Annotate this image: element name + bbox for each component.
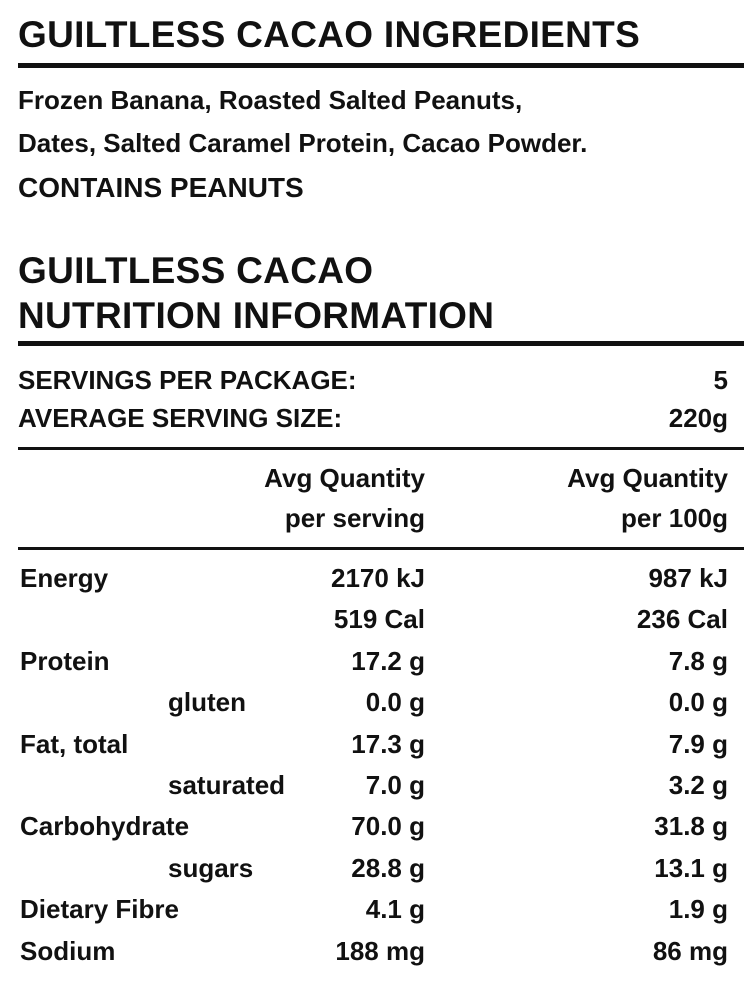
servings-label: AVERAGE SERVING SIZE: [18, 403, 343, 433]
per-serving-value: 17.3 g [351, 728, 425, 759]
nutrition-title: NUTRITION INFORMATION [18, 295, 495, 336]
per-100g-value: 0.0 g [668, 687, 728, 718]
nutrient-label: Protein [20, 645, 110, 676]
per-serving-value: 2170 kJ [331, 563, 425, 593]
per-serving-value: 0.0 g [365, 687, 425, 718]
per-serving-value: 4.1 g [365, 894, 425, 925]
column-header: Avg Quantity [567, 463, 728, 493]
allergen: CONTAINS PEANUTS [18, 172, 304, 203]
nutrient-sublabel: gluten [168, 687, 246, 718]
servings-value: 220g [668, 403, 728, 433]
per-serving-value: 28.8 g [351, 852, 425, 883]
per-serving-value: 188 mg [335, 935, 425, 966]
per-serving-value: 7.0 g [365, 770, 425, 800]
per-100g-value: 1.9 g [668, 894, 728, 925]
ingredients-title: GUILTLESS CACAO INGREDIENTS [18, 14, 641, 55]
per-100g-value: 236 Cal [636, 604, 728, 635]
nutrient-label: Carbohydrate [20, 811, 190, 842]
per-serving-value: 17.2 g [351, 645, 425, 676]
per-100g-value: 7.8 g [668, 645, 728, 676]
per-100g-value: 31.8 g [654, 811, 728, 842]
nutrient-label: Dietary Fibre [20, 894, 179, 925]
rule [18, 447, 744, 450]
nutrient-label: Energy [20, 563, 109, 593]
per-100g-value: 86 mg [652, 935, 728, 966]
per-serving-value: 70.0 g [351, 811, 425, 842]
servings-value: 5 [713, 365, 728, 395]
per-serving-value: 519 Cal [333, 604, 425, 635]
per-100g-value: 3.2 g [668, 770, 728, 800]
rule [18, 547, 744, 550]
nutrient-label: Fat, total [20, 728, 129, 759]
column-header: Avg Quantity [264, 463, 425, 493]
per-100g-value: 13.1 g [654, 852, 728, 883]
nutrient-sublabel: sugars [168, 852, 254, 883]
nutrient-sublabel: saturated [168, 770, 286, 800]
nutrition-title: GUILTLESS CACAO [18, 250, 374, 291]
nutrient-label: Sodium [20, 935, 116, 966]
per-100g-value: 987 kJ [648, 563, 728, 593]
rule [18, 63, 744, 68]
servings-label: SERVINGS PER PACKAGE: [18, 365, 357, 395]
ingredients-line: Dates, Salted Caramel Protein, Cacao Pow… [18, 128, 588, 158]
rule [18, 341, 744, 346]
ingredients-line: Frozen Banana, Roasted Salted Peanuts, [18, 85, 523, 115]
per-100g-value: 7.9 g [668, 728, 728, 759]
column-header: per serving [284, 503, 425, 533]
column-header: per 100g [621, 503, 728, 533]
